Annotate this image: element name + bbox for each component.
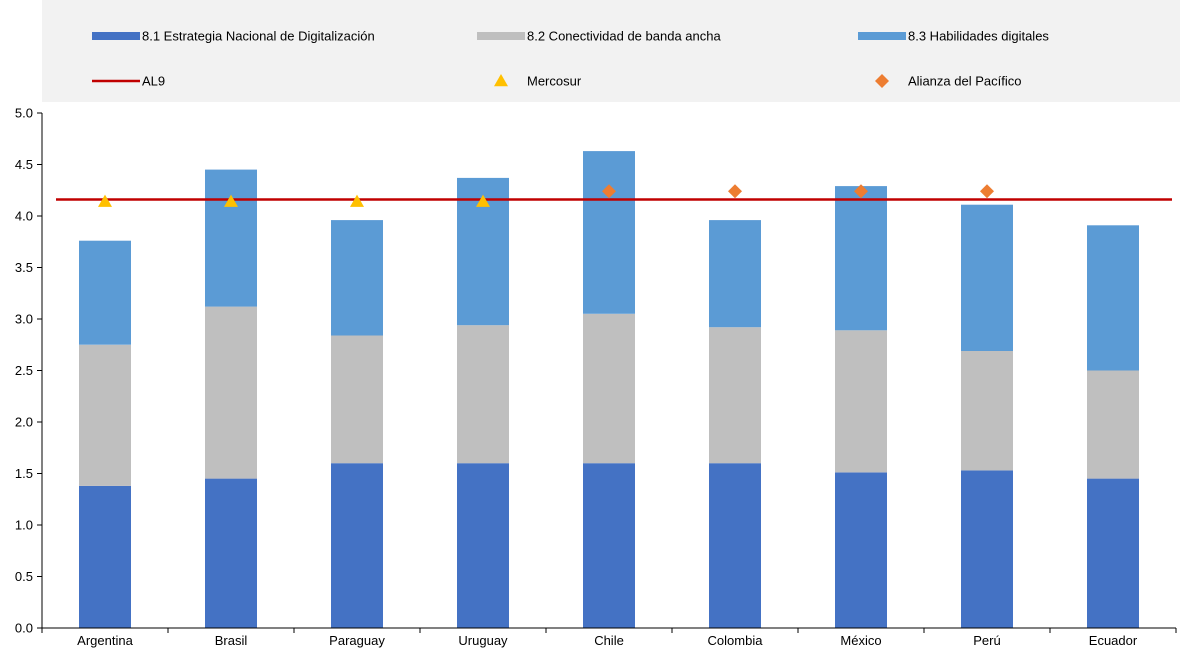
marker-mercosur-paraguay bbox=[350, 194, 364, 207]
marker-mercosur-uruguay bbox=[476, 194, 490, 207]
y-tick-label: 4.0 bbox=[15, 209, 33, 224]
legend-swatch bbox=[494, 74, 508, 87]
x-tick-label-uruguay: Uruguay bbox=[458, 633, 508, 648]
bar-argentina-8-3 bbox=[79, 240, 131, 345]
marker-alianza-del-pacifico-mexico bbox=[854, 184, 868, 199]
bar-chile-8-1 bbox=[583, 463, 635, 628]
bar-peru-8-1 bbox=[961, 470, 1013, 628]
legend-entry-8-2-conectividad-de-banda-ancha: 8.2 Conectividad de banda ancha bbox=[477, 29, 721, 44]
legend-label: 8.2 Conectividad de banda ancha bbox=[527, 29, 721, 44]
bar-colombia-8-1 bbox=[709, 463, 761, 628]
bar-peru-8-3 bbox=[961, 204, 1013, 351]
y-tick-label: 4.5 bbox=[15, 157, 33, 172]
x-tick-label-brasil: Brasil bbox=[215, 633, 248, 648]
y-tick-label: 0.0 bbox=[15, 621, 33, 636]
x-tick-label-paraguay: Paraguay bbox=[329, 633, 385, 648]
bar-argentina-8-2 bbox=[79, 344, 131, 486]
legend-swatch bbox=[858, 32, 906, 40]
x-tick-label-mexico: México bbox=[840, 633, 881, 648]
legend: 8.1 Estrategia Nacional de Digitalizació… bbox=[92, 29, 1049, 89]
x-tick-label-peru: Perú bbox=[973, 633, 1000, 648]
legend-entry-al9: AL9 bbox=[92, 74, 165, 89]
bar-ecuador-8-3 bbox=[1087, 225, 1139, 371]
y-tick-label: 3.0 bbox=[15, 312, 33, 327]
bar-argentina-8-1 bbox=[79, 485, 131, 628]
marker-mercosur-brasil bbox=[224, 194, 238, 207]
x-tick-label-ecuador: Ecuador bbox=[1089, 633, 1138, 648]
y-tick-label: 3.5 bbox=[15, 260, 33, 275]
legend-label: AL9 bbox=[142, 74, 165, 89]
legend-entry-8-1-estrategia-nacional-de-digitalizacion: 8.1 Estrategia Nacional de Digitalizació… bbox=[92, 29, 375, 44]
bar-paraguay-8-3 bbox=[331, 220, 383, 336]
x-tick-label-colombia: Colombia bbox=[708, 633, 764, 648]
bar-ecuador-8-1 bbox=[1087, 478, 1139, 628]
x-tick-label-argentina: Argentina bbox=[77, 633, 133, 648]
bar-colombia-8-3 bbox=[709, 220, 761, 328]
y-tick-label: 2.0 bbox=[15, 415, 33, 430]
y-tick-label: 2.5 bbox=[15, 363, 33, 378]
bar-ecuador-8-2 bbox=[1087, 370, 1139, 479]
bar-brasil-8-3 bbox=[205, 169, 257, 307]
legend-entry-8-3-habilidades-digitales: 8.3 Habilidades digitales bbox=[858, 29, 1049, 44]
y-tick-label: 1.0 bbox=[15, 518, 33, 533]
legend-label: Mercosur bbox=[527, 74, 582, 89]
bar-brasil-8-2 bbox=[205, 306, 257, 479]
legend-swatch bbox=[477, 32, 525, 40]
legend-swatch bbox=[875, 74, 889, 88]
marker-alianza-del-pacifico-colombia bbox=[728, 184, 742, 199]
legend-label: Alianza del Pacífico bbox=[908, 74, 1021, 89]
bar-mexico-8-2 bbox=[835, 330, 887, 473]
bar-mexico-8-1 bbox=[835, 472, 887, 628]
y-tick-label: 1.5 bbox=[15, 466, 33, 481]
legend-background bbox=[42, 0, 1180, 102]
bar-chile-8-3 bbox=[583, 151, 635, 314]
bar-peru-8-2 bbox=[961, 350, 1013, 471]
y-tick-label: 5.0 bbox=[15, 106, 33, 121]
markers bbox=[98, 184, 994, 207]
bar-chile-8-2 bbox=[583, 313, 635, 464]
bar-uruguay-8-1 bbox=[457, 463, 509, 628]
bar-colombia-8-2 bbox=[709, 327, 761, 464]
x-tick-label-chile: Chile bbox=[594, 633, 624, 648]
x-axis: Argentina Brasil Paraguay Uruguay Chile Colom… bbox=[41, 627, 1177, 648]
y-tick-label: 0.5 bbox=[15, 569, 33, 584]
y-axis: 0.0 0.5 1.0 1.5 2.0 2.5 3.0 3.5 4.0 4.5 5.0 bbox=[15, 106, 43, 636]
marker-mercosur-argentina bbox=[98, 194, 112, 207]
legend-entry-mercosur: Mercosur bbox=[494, 74, 582, 89]
bar-uruguay-8-2 bbox=[457, 325, 509, 464]
marker-alianza-del-pacifico-peru bbox=[980, 184, 994, 199]
bars bbox=[79, 151, 1139, 628]
legend-label: 8.1 Estrategia Nacional de Digitalizació… bbox=[142, 29, 375, 44]
marker-alianza-del-pacifico-chile bbox=[602, 184, 616, 199]
legend-label: 8.3 Habilidades digitales bbox=[908, 29, 1049, 44]
legend-swatch bbox=[92, 32, 140, 40]
bar-paraguay-8-1 bbox=[331, 463, 383, 628]
bar-brasil-8-1 bbox=[205, 478, 257, 628]
bar-mexico-8-3 bbox=[835, 186, 887, 331]
bar-paraguay-8-2 bbox=[331, 335, 383, 464]
legend-entry-alianza-del-pacifico: Alianza del Pacífico bbox=[875, 74, 1021, 89]
